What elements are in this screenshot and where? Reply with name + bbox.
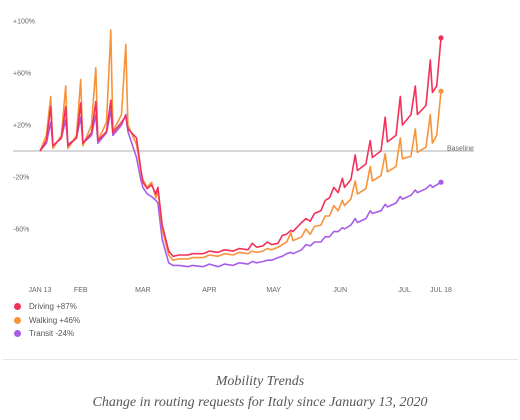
legend: Driving +87% Walking +46% Transit -24% [14,300,80,341]
end-marker-transit [438,179,444,185]
x-tick-label: APR [202,287,216,294]
legend-dot-transit [14,330,21,338]
legend-item-transit: Transit -24% [14,327,80,341]
x-tick-label: JAN 13 [29,287,52,294]
legend-label-transit: Transit -24% [29,329,75,339]
x-tick-label: JUL [398,287,411,294]
legend-label-walking: Walking +46% [29,315,81,325]
x-tick-label: JUN [333,287,347,294]
legend-item-walking: Walking +46% [14,314,80,328]
x-tick-label: MAR [135,287,151,294]
y-tick-label: +100% [13,19,35,26]
x-axis: JAN 13 FEB MAR APR MAY JUN JUL JUL 18 [29,287,453,294]
caption-subtitle: Change in routing requests for Italy sin… [92,395,428,410]
end-marker-driving [438,35,444,41]
legend-item-driving: Driving +87% [14,300,80,314]
baseline: Baseline [13,146,474,153]
series-lines [39,29,442,268]
legend-dot-driving [14,303,21,311]
end-marker-walking [438,88,444,94]
chart-card: +100% +60% +20% -20% -60% JAN 13 FEB MAR APR MAY… [3,18,518,360]
y-tick-label: +60% [13,71,31,78]
end-markers [438,35,444,185]
x-tick-label: MAY [266,287,281,294]
x-tick-label: JUL 18 [430,287,452,294]
y-tick-label: +20% [13,123,31,130]
legend-label-driving: Driving +87% [29,302,77,312]
x-tick-label: FEB [74,287,88,294]
baseline-label: Baseline [447,146,474,153]
y-tick-label: -60% [13,227,29,234]
caption-title: Mobility Trends [215,374,305,389]
legend-dot-walking [14,316,21,324]
series-line-walking [39,29,442,261]
mobility-line-chart: +100% +60% +20% -20% -60% JAN 13 FEB MAR APR MAY… [13,19,474,294]
y-tick-label: -20% [13,175,29,182]
y-axis: +100% +60% +20% -20% -60% [13,19,35,234]
series-line-driving [39,37,442,258]
